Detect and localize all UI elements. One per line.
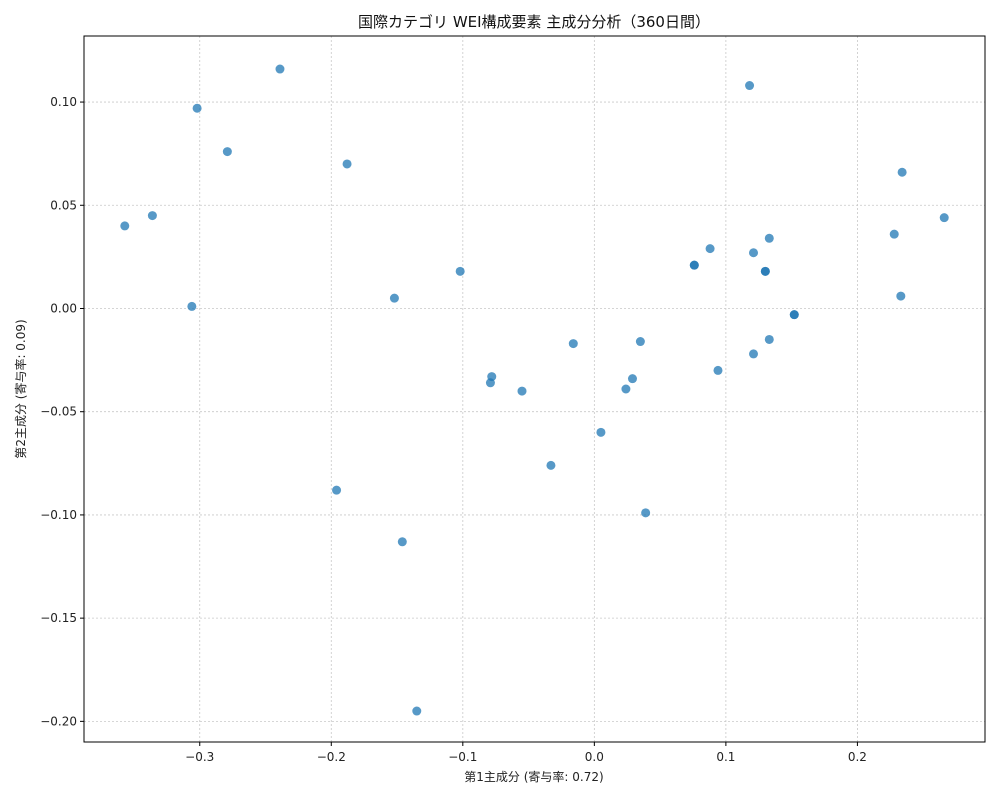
y-tick-label: −0.10 xyxy=(40,508,77,522)
scatter-point xyxy=(147,211,157,221)
scatter-point xyxy=(760,266,770,276)
y-tick-label: 0.10 xyxy=(50,95,77,109)
scatter-point xyxy=(745,81,755,91)
scatter-point xyxy=(397,537,407,547)
y-tick-label: −0.15 xyxy=(40,611,77,625)
grid xyxy=(84,36,985,742)
y-tick-label: 0.00 xyxy=(50,301,77,315)
y-axis: −0.20 −0.15 −0.10 −0.05 0.00 0.05 0.10 xyxy=(40,95,84,728)
scatter-point xyxy=(485,378,495,388)
scatter-point xyxy=(389,293,399,303)
scatter-point xyxy=(332,485,342,495)
scatter-point xyxy=(192,103,202,113)
scatter-point xyxy=(517,386,527,396)
scatter-point xyxy=(568,339,578,349)
scatter-point xyxy=(764,233,774,243)
x-tick-label: 0.2 xyxy=(848,750,867,764)
x-axis: −0.3 −0.2 −0.1 0.0 0.1 0.2 xyxy=(185,742,867,764)
scatter-point xyxy=(621,384,631,394)
x-tick-label: −0.1 xyxy=(448,750,477,764)
chart-title: 国際カテゴリ WEI構成要素 主成分分析（360日間） xyxy=(358,13,710,31)
x-tick-label: 0.0 xyxy=(585,750,604,764)
y-tick-label: −0.05 xyxy=(40,405,77,419)
scatter-point xyxy=(749,349,759,359)
x-tick-label: −0.2 xyxy=(317,750,346,764)
scatter-point xyxy=(120,221,130,231)
scatter-point xyxy=(596,427,606,437)
scatter-point xyxy=(635,337,645,347)
scatter-point xyxy=(455,266,465,276)
y-axis-title: 第2主成分 (寄与率: 0.09) xyxy=(13,319,28,458)
x-tick-label: −0.3 xyxy=(185,750,214,764)
y-tick-label: −0.20 xyxy=(40,714,77,728)
scatter-point xyxy=(889,229,899,239)
scatter-point xyxy=(342,159,352,169)
scatter-point xyxy=(275,64,285,74)
scatter-point xyxy=(627,374,637,384)
scatter-point xyxy=(187,301,197,311)
scatter-point xyxy=(705,244,715,254)
scatter-point xyxy=(412,706,422,716)
y-tick-label: 0.05 xyxy=(50,198,77,212)
x-axis-title: 第1主成分 (寄与率: 0.72) xyxy=(464,769,603,784)
scatter-point xyxy=(749,248,759,258)
scatter-point xyxy=(897,167,907,177)
scatter-point xyxy=(939,213,949,223)
plot-frame xyxy=(83,35,986,743)
scatter-point xyxy=(713,365,723,375)
x-tick-label: 0.1 xyxy=(716,750,735,764)
data-points xyxy=(120,64,949,716)
scatter-point xyxy=(764,334,774,344)
scatter-point xyxy=(641,508,651,518)
scatter-point xyxy=(689,260,699,270)
scatter-point xyxy=(789,310,799,320)
scatter-point xyxy=(546,460,556,470)
scatter-point xyxy=(222,147,232,157)
scatter-point xyxy=(896,291,906,301)
